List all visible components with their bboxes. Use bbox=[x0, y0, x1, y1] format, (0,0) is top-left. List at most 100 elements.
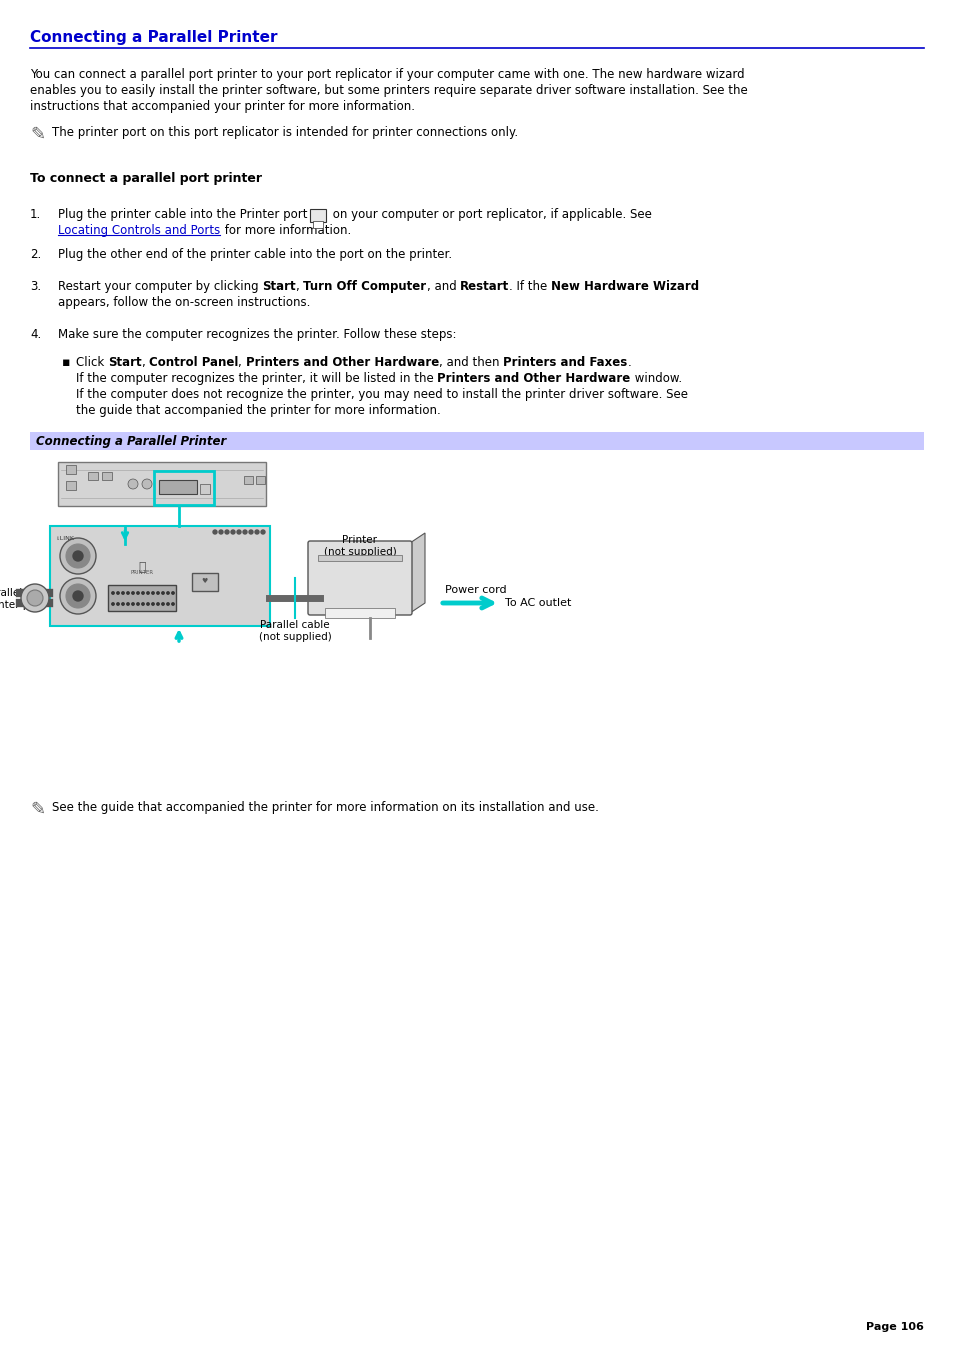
Circle shape bbox=[116, 603, 119, 605]
Text: ▪: ▪ bbox=[62, 357, 71, 369]
Circle shape bbox=[122, 603, 124, 605]
Circle shape bbox=[142, 480, 152, 489]
Bar bbox=[66, 465, 76, 474]
Text: ,: , bbox=[141, 357, 149, 369]
Text: , and then: , and then bbox=[438, 357, 503, 369]
Circle shape bbox=[132, 592, 134, 594]
Text: 3.: 3. bbox=[30, 280, 41, 293]
Circle shape bbox=[172, 603, 174, 605]
Text: Restart: Restart bbox=[459, 280, 509, 293]
Text: Locating Controls and Ports: Locating Controls and Ports bbox=[58, 224, 220, 236]
Bar bbox=[310, 209, 326, 222]
Bar bbox=[88, 471, 98, 480]
Circle shape bbox=[27, 590, 43, 607]
Text: ♥: ♥ bbox=[202, 578, 208, 584]
Circle shape bbox=[136, 592, 139, 594]
Circle shape bbox=[156, 592, 159, 594]
Bar bbox=[317, 555, 401, 561]
Text: Restart your computer by clicking: Restart your computer by clicking bbox=[58, 280, 262, 293]
Bar bbox=[255, 476, 265, 484]
Text: Connecting a Parallel Printer: Connecting a Parallel Printer bbox=[30, 30, 277, 45]
Text: on your computer or port replicator, if applicable. See: on your computer or port replicator, if … bbox=[329, 208, 651, 222]
Circle shape bbox=[243, 530, 247, 534]
Circle shape bbox=[60, 538, 96, 574]
Text: New Hardware Wizard: New Hardware Wizard bbox=[551, 280, 699, 293]
Circle shape bbox=[116, 592, 119, 594]
Text: Connecting a Parallel Printer: Connecting a Parallel Printer bbox=[36, 435, 226, 449]
Text: .: . bbox=[627, 357, 631, 369]
Text: , and: , and bbox=[426, 280, 459, 293]
Circle shape bbox=[152, 603, 154, 605]
Bar bbox=[159, 480, 196, 494]
Text: window.: window. bbox=[630, 372, 681, 385]
Circle shape bbox=[162, 592, 164, 594]
Text: ,: , bbox=[295, 280, 303, 293]
Circle shape bbox=[167, 603, 169, 605]
Circle shape bbox=[127, 592, 129, 594]
Circle shape bbox=[66, 584, 90, 608]
Circle shape bbox=[112, 603, 114, 605]
Text: for more information.: for more information. bbox=[221, 224, 351, 236]
Circle shape bbox=[172, 592, 174, 594]
Text: Start: Start bbox=[262, 280, 295, 293]
Circle shape bbox=[73, 551, 83, 561]
Circle shape bbox=[156, 603, 159, 605]
Polygon shape bbox=[410, 534, 424, 613]
Bar bbox=[66, 481, 76, 490]
Text: Click: Click bbox=[76, 357, 108, 369]
Text: i.LINK: i.LINK bbox=[56, 536, 74, 540]
Text: ✎: ✎ bbox=[30, 801, 45, 819]
Circle shape bbox=[249, 530, 253, 534]
Text: Plug the other end of the printer cable into the port on the printer.: Plug the other end of the printer cable … bbox=[58, 249, 452, 261]
Text: See the guide that accompanied the printer for more information on its installat: See the guide that accompanied the print… bbox=[52, 801, 598, 815]
Text: 4.: 4. bbox=[30, 328, 41, 340]
Bar bbox=[325, 608, 395, 617]
Text: Printers and Faxes: Printers and Faxes bbox=[503, 357, 627, 369]
Circle shape bbox=[225, 530, 229, 534]
Text: If the computer does not recognize the printer, you may need to install the prin: If the computer does not recognize the p… bbox=[76, 388, 687, 401]
Circle shape bbox=[236, 530, 241, 534]
Circle shape bbox=[122, 592, 124, 594]
Circle shape bbox=[261, 530, 265, 534]
Circle shape bbox=[66, 544, 90, 567]
Bar bbox=[153, 471, 213, 505]
Text: You can connect a parallel port printer to your port replicator if your computer: You can connect a parallel port printer … bbox=[30, 68, 744, 81]
FancyBboxPatch shape bbox=[308, 540, 412, 615]
Text: Power cord: Power cord bbox=[444, 585, 506, 594]
Text: enables you to easily install the printer software, but some printers require se: enables you to easily install the printe… bbox=[30, 84, 747, 97]
Text: Control Panel: Control Panel bbox=[149, 357, 238, 369]
Circle shape bbox=[142, 592, 144, 594]
Text: 1.: 1. bbox=[30, 208, 41, 222]
Text: Plug the printer cable into the Printer port: Plug the printer cable into the Printer … bbox=[58, 208, 311, 222]
Bar bbox=[200, 484, 210, 494]
Circle shape bbox=[60, 578, 96, 613]
Text: instructions that accompanied your printer for more information.: instructions that accompanied your print… bbox=[30, 100, 415, 113]
Circle shape bbox=[147, 592, 149, 594]
Text: ✎: ✎ bbox=[30, 126, 45, 145]
Text: ⎙: ⎙ bbox=[138, 561, 146, 574]
Text: If the computer recognizes the printer, it will be listed in the: If the computer recognizes the printer, … bbox=[76, 372, 437, 385]
Circle shape bbox=[136, 603, 139, 605]
Circle shape bbox=[254, 530, 258, 534]
Text: To connect a parallel port printer: To connect a parallel port printer bbox=[30, 172, 262, 185]
Text: To AC outlet: To AC outlet bbox=[504, 598, 571, 608]
Text: the guide that accompanied the printer for more information.: the guide that accompanied the printer f… bbox=[76, 404, 440, 417]
Text: Turn Off Computer: Turn Off Computer bbox=[303, 280, 426, 293]
Bar bbox=[50, 526, 270, 626]
Bar bbox=[313, 222, 323, 228]
Circle shape bbox=[152, 592, 154, 594]
Text: appears, follow the on-screen instructions.: appears, follow the on-screen instructio… bbox=[58, 296, 310, 309]
Text: Parallel cable
(not supplied): Parallel cable (not supplied) bbox=[258, 620, 331, 642]
Text: 2.: 2. bbox=[30, 249, 41, 261]
Text: Printers and Other Hardware: Printers and Other Hardware bbox=[437, 372, 630, 385]
Circle shape bbox=[73, 590, 83, 601]
Text: PRINTER: PRINTER bbox=[131, 570, 153, 576]
Text: Start: Start bbox=[108, 357, 141, 369]
Text: ,: , bbox=[238, 357, 246, 369]
Circle shape bbox=[213, 530, 216, 534]
Text: Make sure the computer recognizes the printer. Follow these steps:: Make sure the computer recognizes the pr… bbox=[58, 328, 456, 340]
Bar bbox=[192, 573, 218, 590]
Text: Printer
(not supplied): Printer (not supplied) bbox=[323, 535, 395, 557]
Circle shape bbox=[167, 592, 169, 594]
Circle shape bbox=[127, 603, 129, 605]
